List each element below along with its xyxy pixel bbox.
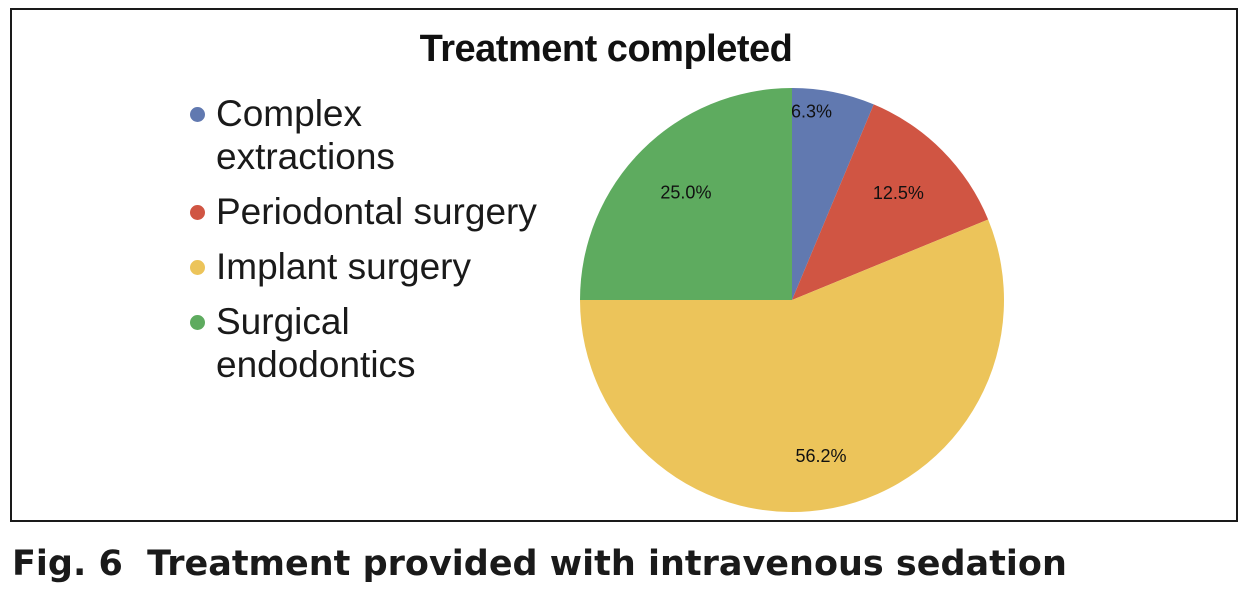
pie-label-implant-surgery: 56.2% [796,446,847,466]
legend-label-implant-surgery: Implant surgery [216,246,471,287]
pie-label-complex-extractions: 6.3% [791,102,832,122]
legend-label-complex-extractions: Complex extractions [216,93,395,177]
legend-marker-surgical-endodontics [190,315,205,330]
pie-slice-periodontal-surgery [792,104,989,301]
chart-title: Treatment completed [419,28,793,70]
legend-item-surgical-endodontics: Surgical endodontics [180,300,580,386]
legend-marker-complex-extractions [190,107,205,122]
legend-label-periodontal-surgery: Periodontal surgery [216,191,537,232]
legend-item-periodontal-surgery: Periodontal surgery [180,190,580,233]
chart-frame: Treatment completed Complex extractions … [10,8,1238,522]
chart-legend: Complex extractions Periodontal surgery … [180,92,580,398]
pie-label-surgical-endodontics: 25.0% [660,183,711,203]
figure-caption-text: Treatment provided with intravenous seda… [147,544,1067,584]
pie-slice-complex-extractions [792,88,874,300]
legend-item-implant-surgery: Implant surgery [180,245,580,288]
legend-item-complex-extractions: Complex extractions [180,92,580,178]
pie-slice-surgical-endodontics [580,88,792,300]
figure-caption: Fig. 6 Treatment provided with intraveno… [12,544,1067,584]
figure-number: Fig. 6 [12,544,123,584]
legend-marker-implant-surgery [190,260,205,275]
legend-label-surgical-endodontics: Surgical endodontics [216,301,416,385]
pie-chart: 6.3% 12.5% 56.2% 25.0% [580,88,1004,513]
pie-label-periodontal-surgery: 12.5% [873,183,924,203]
legend-marker-periodontal-surgery [190,205,205,220]
pie-slice-implant-surgery [580,219,1004,513]
